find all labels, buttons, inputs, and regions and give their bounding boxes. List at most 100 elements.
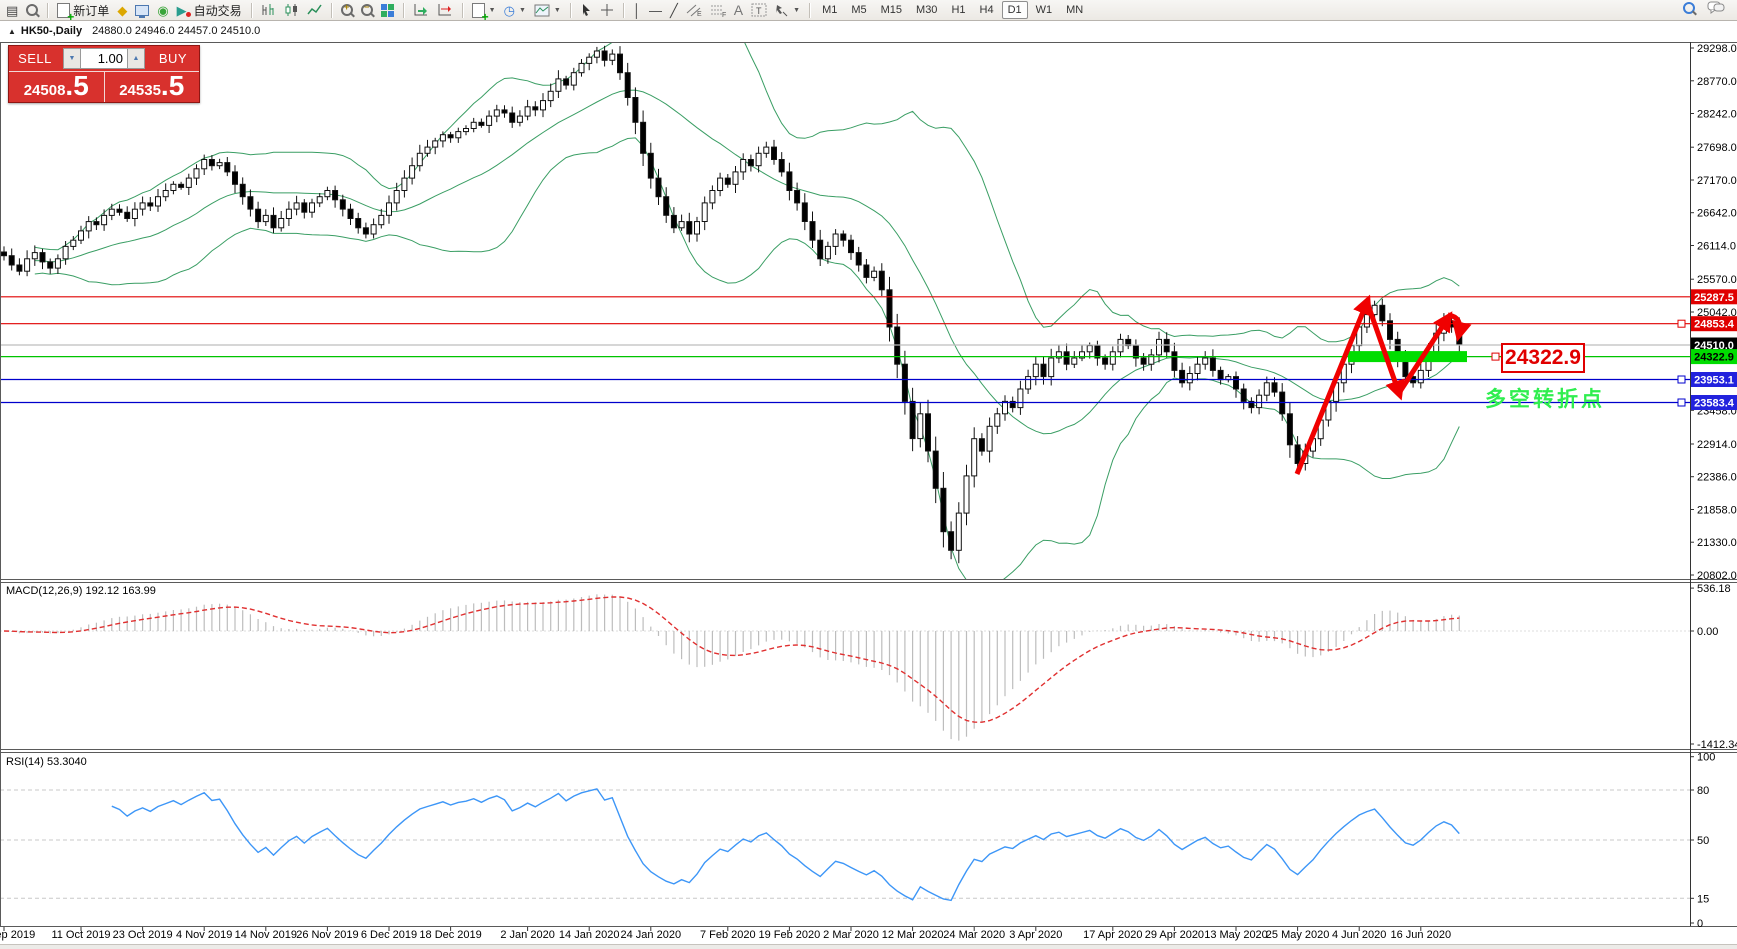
zoom-out-icon[interactable]: − <box>357 1 377 19</box>
new-order-button[interactable]: 新订单 <box>53 1 113 22</box>
toolbar-separator <box>402 2 404 18</box>
chart-canvas[interactable]: 29298.0 28770.0 28242.0 27698.0 27170.0 26642… <box>0 41 1737 949</box>
zoom-in-icon[interactable]: + <box>337 1 357 19</box>
signals-icon[interactable]: ◉ <box>157 2 169 18</box>
text-tool-icon[interactable]: A <box>733 1 744 18</box>
tile-windows-icon[interactable] <box>377 1 398 19</box>
svg-text:25042.0: 25042.0 <box>1697 307 1737 319</box>
volume-increase-button[interactable]: ▲ <box>127 48 145 69</box>
timeframe-M5-button[interactable]: M5 <box>851 4 867 16</box>
svg-text:25287.5: 25287.5 <box>1694 292 1734 304</box>
timeframe-M1-button[interactable]: M1 <box>822 4 838 16</box>
window-bottom-edge <box>0 944 1737 949</box>
vertical-line-tool-icon[interactable]: │ <box>632 2 641 18</box>
date-tick-label: 11 Oct 2019 <box>51 929 111 941</box>
chat-icon[interactable] <box>1707 1 1725 20</box>
rsi-indicator <box>0 788 1690 902</box>
svg-text:27698.0: 27698.0 <box>1697 142 1737 154</box>
svg-text:0.00: 0.00 <box>1697 626 1718 638</box>
line-handle <box>1677 319 1686 328</box>
templates-button[interactable]: ▼ <box>530 1 565 19</box>
periods-button[interactable]: ◷ ▼ <box>503 2 526 18</box>
charts-window-icon[interactable]: ▤ <box>6 2 19 18</box>
timeframe-M30-button[interactable]: M30 <box>916 4 938 16</box>
trend-arrow <box>1396 311 1453 395</box>
date-tick-label: 4 Nov 2019 <box>176 929 233 941</box>
trend-arrow <box>1364 301 1405 401</box>
autoscroll-icon[interactable] <box>409 1 433 19</box>
arrows-tool-icon[interactable]: ▼ <box>771 1 804 19</box>
timeframe-H4-button[interactable]: H4 <box>979 4 994 16</box>
svg-text:E: E <box>697 11 702 17</box>
line-chart-mode-icon[interactable] <box>303 1 326 19</box>
sell-button[interactable]: SELL <box>18 51 52 66</box>
svg-text:T: T <box>756 6 762 16</box>
toolbar-separator <box>461 2 463 18</box>
autotrade-button[interactable]: ▶ 自动交易 <box>176 2 242 18</box>
svg-text:28242.0: 28242.0 <box>1697 109 1737 121</box>
bar-chart-mode-icon[interactable] <box>257 1 280 19</box>
search-icon[interactable] <box>1683 1 1695 19</box>
toolbar-separator <box>569 2 571 18</box>
svg-text:26642.0: 26642.0 <box>1697 208 1737 220</box>
volume-input[interactable]: 1.00 <box>81 48 127 69</box>
line-handle <box>1677 398 1686 407</box>
horizontal-line-tool-icon[interactable]: — <box>648 2 662 18</box>
timeframe-M15-button[interactable]: M15 <box>880 4 903 16</box>
timeframe-D1-button[interactable]: D1 <box>1001 1 1028 19</box>
collapse-triangle-icon[interactable]: ▲ <box>8 26 16 36</box>
svg-text:-1412.34: -1412.34 <box>1697 739 1737 751</box>
svg-text:50: 50 <box>1697 835 1709 847</box>
date-tick-label: 24 Jan 2020 <box>620 929 682 941</box>
date-tick-label: 14 Nov 2019 <box>234 929 297 941</box>
svg-text:21858.0: 21858.0 <box>1697 505 1737 517</box>
pullback-arrow <box>1447 312 1472 342</box>
date-tick-label: 3 Apr 2020 <box>1009 929 1063 941</box>
svg-text:26114.0: 26114.0 <box>1697 241 1736 253</box>
virtual-hosting-icon[interactable] <box>131 1 153 19</box>
equidistant-channel-tool-icon[interactable]: E <box>682 1 706 19</box>
price-badge <box>1691 337 1737 353</box>
volume-decrease-button[interactable]: ▼ <box>63 48 81 69</box>
autotrade-status-dot <box>185 11 191 17</box>
svg-text:100: 100 <box>1697 752 1715 764</box>
text-label-tool-icon[interactable]: T <box>747 1 771 19</box>
timeframe-W1-button[interactable]: W1 <box>1035 4 1053 16</box>
date-tick-label: 29 Apr 2020 <box>1144 929 1205 941</box>
fibonacci-tool-icon[interactable]: F <box>706 1 730 19</box>
crosshair-tool-icon[interactable] <box>596 1 618 19</box>
price-axis: 29298.0 28770.0 28242.0 27698.0 27170.0 26642… <box>1690 43 1737 930</box>
timeframe-group: M1 M5 M15 M30 H1 H4 D1 W1 MN <box>815 1 1090 19</box>
timeframe-MN-button[interactable]: MN <box>1066 4 1084 16</box>
svg-text:F: F <box>722 12 726 17</box>
chart-shift-icon[interactable] <box>433 1 457 19</box>
svg-text:25570.0: 25570.0 <box>1697 274 1737 286</box>
candlestick-mode-icon[interactable] <box>280 1 303 19</box>
date-tick-label: 12 Mar 2020 <box>881 929 944 941</box>
buy-button[interactable]: BUY <box>158 51 188 66</box>
trend-arrow <box>1294 294 1372 475</box>
candlestick-series <box>1 45 1463 564</box>
date-tick-label: 23 Oct 2019 <box>112 929 173 941</box>
toolbar-separator <box>47 2 49 18</box>
timeframe-H1-button[interactable]: H1 <box>951 4 966 16</box>
cursor-tool-icon[interactable] <box>576 1 596 19</box>
metaeditor-icon[interactable]: ◆ <box>117 2 128 18</box>
strategy-tester-icon[interactable] <box>22 1 42 19</box>
date-tick-label: 2 Mar 2020 <box>823 929 879 941</box>
date-tick-label: 26 Nov 2019 <box>296 929 359 941</box>
chart-ohlc-values: 24880.0 24946.0 24457.0 24510.0 <box>92 25 261 37</box>
new-chart-button[interactable]: ▼ <box>468 1 500 22</box>
price-annotation-box[interactable]: 24322.9 <box>1501 343 1585 373</box>
new-order-icon <box>57 2 74 22</box>
price-badge <box>1691 372 1737 387</box>
sell-price[interactable]: 24508.5 <box>9 72 105 102</box>
date-tick-label: 24 Mar 2020 <box>943 929 1006 941</box>
trendline-tool-icon[interactable]: ╱ <box>669 2 678 18</box>
buy-price[interactable]: 24535.5 <box>119 70 185 101</box>
svg-text:24510.0: 24510.0 <box>1694 340 1734 352</box>
price-badge <box>1691 289 1737 305</box>
turning-point-text[interactable]: 多空转折点 <box>1485 388 1605 411</box>
date-tick-label: 18 Dec 2019 <box>419 929 482 941</box>
